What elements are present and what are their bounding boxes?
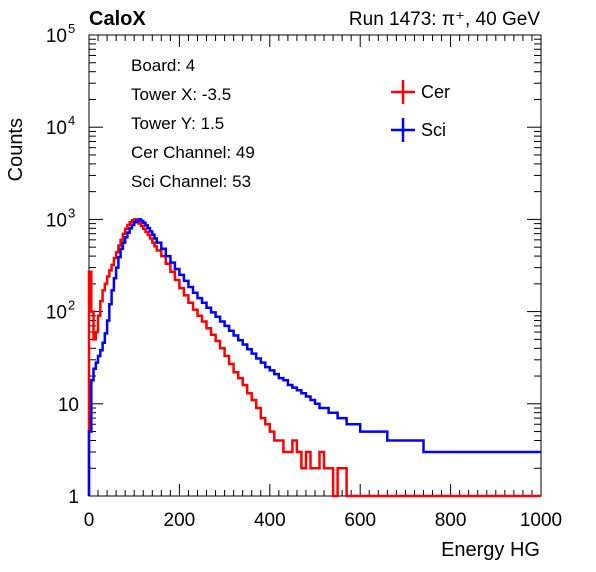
x-tick-label: 800 (435, 510, 467, 531)
info-line-sci-channel: Sci Channel: 53 (131, 172, 251, 191)
info-box: Board: 4 Tower X: -3.5 Tower Y: 1.5 Cer … (131, 56, 255, 191)
y-tick-exponent: 4 (68, 113, 75, 128)
info-line-board: Board: 4 (131, 56, 195, 75)
y-tick-label: 10 (58, 395, 79, 416)
y-tick-label: 10 (46, 26, 67, 47)
y-tick-exponent: 5 (68, 21, 75, 36)
series-layer (87, 218, 541, 498)
x-tick-label: 0 (84, 510, 95, 531)
x-axis-label: Energy HG (441, 539, 540, 561)
legend-label-cer: Cer (421, 82, 450, 102)
plot-frame (88, 34, 542, 497)
x-tick-label: 200 (164, 510, 196, 531)
header-label-left: CaloX (89, 8, 146, 30)
header-label-right: Run 1473: π⁺, 40 GeV (349, 9, 540, 30)
info-line-tower-y: Tower Y: 1.5 (131, 114, 224, 133)
y-tick-label: 10 (46, 210, 67, 231)
legend: Cer Sci (391, 80, 450, 142)
legend-label-sci: Sci (421, 120, 446, 140)
x-tick-label: 1000 (520, 510, 562, 531)
y-tick-label: 10 (46, 118, 67, 139)
info-line-cer-channel: Cer Channel: 49 (131, 143, 255, 162)
series-line-cer (87, 218, 541, 498)
series-line-sci (87, 218, 541, 496)
y-tick-label: 1 (68, 487, 79, 508)
info-line-tower-x: Tower X: -3.5 (131, 85, 231, 104)
x-tick-label: 600 (344, 510, 376, 531)
y-tick-exponent: 3 (68, 205, 75, 220)
y-axis-label: Counts (5, 118, 27, 181)
x-tick-label: 400 (254, 510, 286, 531)
y-tick-exponent: 2 (68, 298, 75, 313)
y-tick-label: 10 (46, 303, 67, 324)
